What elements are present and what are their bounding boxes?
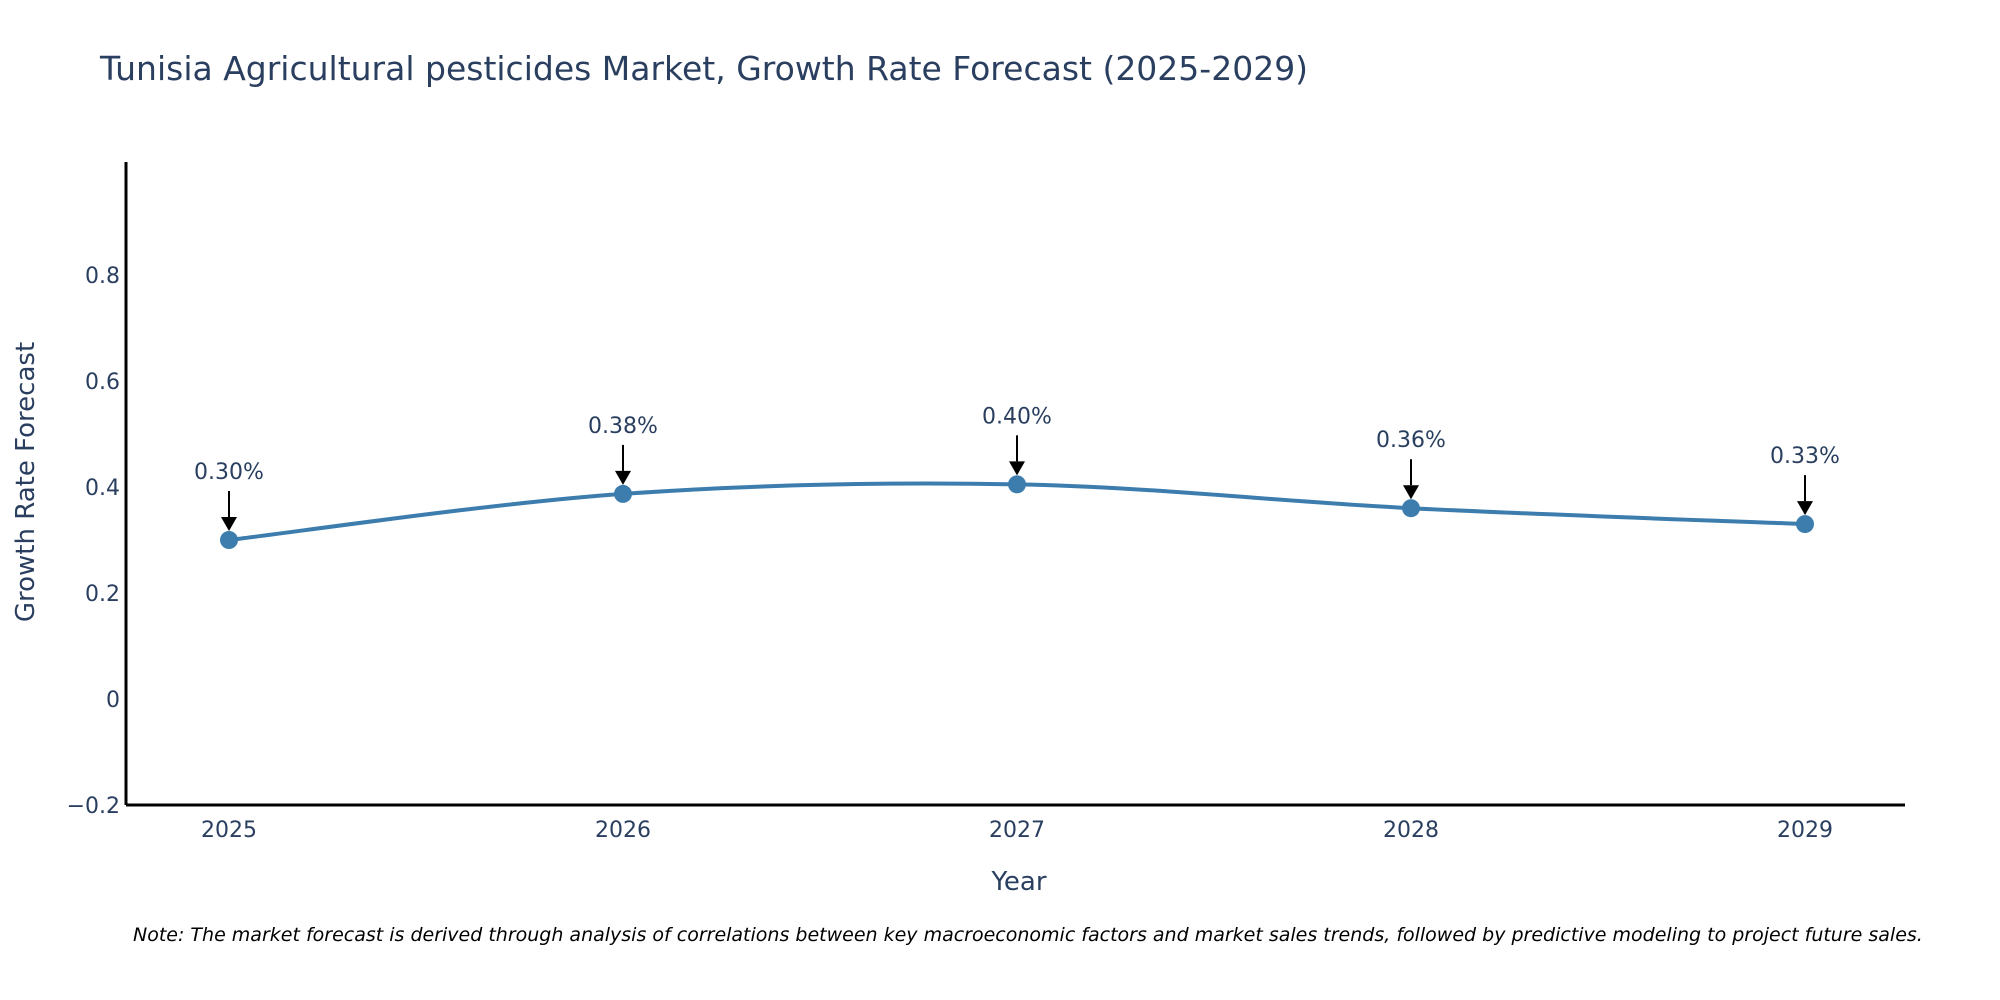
data-annotations: 0.30% 0.38% 0.40% 0.36% 0.33% xyxy=(194,404,1840,531)
chart-title: Tunisia Agricultural pesticides Market, … xyxy=(99,49,1308,88)
y-tick-label: 0.4 xyxy=(85,476,120,501)
data-point xyxy=(1008,475,1026,494)
y-tick-label: 0.8 xyxy=(85,264,120,289)
data-point xyxy=(220,531,238,549)
x-tick-label: 2025 xyxy=(201,818,257,843)
annotation-arrow-head xyxy=(615,470,631,485)
x-axis-title: Year xyxy=(990,867,1046,897)
y-axis-title: Growth Rate Forecast xyxy=(11,342,41,622)
data-point xyxy=(614,484,632,503)
x-tick-label: 2026 xyxy=(595,818,651,843)
x-tick-label: 2029 xyxy=(1777,818,1833,843)
data-label: 0.40% xyxy=(982,404,1052,429)
annotation-arrow-head xyxy=(1403,485,1419,500)
data-label: 0.36% xyxy=(1376,428,1446,453)
x-tick-label: 2028 xyxy=(1383,818,1439,843)
y-tick-label: −0.2 xyxy=(67,794,120,819)
y-tick-label: 0.6 xyxy=(85,370,120,395)
annotation-arrow-head xyxy=(221,517,237,531)
data-label: 0.33% xyxy=(1770,444,1840,469)
y-tick-label: 0.2 xyxy=(85,582,120,607)
annotation-arrow-head xyxy=(1009,461,1025,476)
data-point xyxy=(1402,499,1420,518)
x-axis-ticks: 2025 2026 2027 2028 2029 xyxy=(201,818,1833,843)
data-label: 0.30% xyxy=(194,460,264,485)
x-tick-label: 2027 xyxy=(989,818,1045,843)
series-markers xyxy=(220,475,1814,549)
annotation-arrow-head xyxy=(1797,501,1813,516)
y-tick-label: 0 xyxy=(106,688,120,713)
y-axis-ticks: −0.2 0 0.2 0.4 0.6 0.8 xyxy=(67,264,120,819)
data-label: 0.38% xyxy=(588,414,658,439)
data-point xyxy=(1796,515,1814,534)
footnote: Note: The market forecast is derived thr… xyxy=(133,924,1923,946)
